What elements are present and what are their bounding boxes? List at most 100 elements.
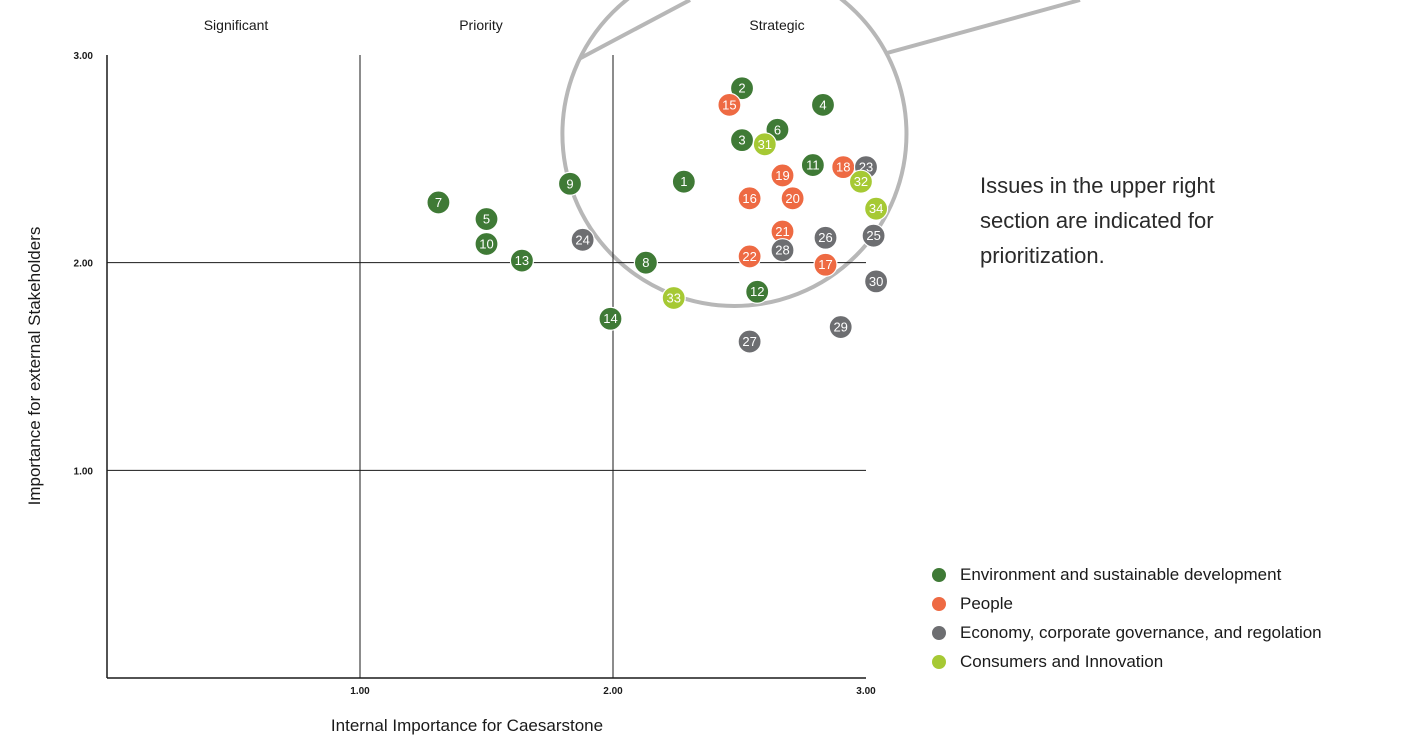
data-point-marker	[770, 163, 795, 188]
legend-label-environment: Environment and sustainable development	[960, 564, 1282, 584]
data-point-31: 31	[752, 132, 777, 157]
data-point-26: 26	[813, 225, 838, 250]
legend-item-environment: Environment and sustainable development	[932, 560, 1322, 589]
data-point-22: 22	[737, 244, 762, 269]
data-point-30: 30	[864, 269, 889, 294]
data-point-11: 11	[800, 152, 825, 178]
x-tick-label: 3.00	[856, 686, 876, 697]
data-point-marker	[864, 269, 889, 294]
data-point-21: 21	[770, 219, 795, 244]
data-point-4: 4	[810, 92, 836, 117]
data-point-15: 15	[717, 92, 742, 117]
data-point-27: 27	[737, 329, 762, 354]
quadrant-label-priority: Priority	[459, 17, 503, 33]
magnifier-connector-left	[578, 0, 691, 61]
data-point-label: 5	[483, 212, 490, 227]
data-point-3: 3	[729, 128, 755, 153]
data-point-label: 18	[836, 160, 850, 175]
y-tick-label: 1.00	[74, 466, 94, 477]
data-point-33: 33	[661, 285, 686, 311]
legend-swatch-economy	[932, 625, 946, 640]
y-tick-label: 2.00	[74, 259, 94, 270]
data-point-label: 29	[833, 320, 847, 335]
data-point-marker	[800, 152, 825, 178]
data-point-1: 1	[671, 169, 696, 194]
data-point-label: 24	[575, 232, 589, 247]
legend-swatch-environment	[932, 567, 946, 582]
data-point-marker	[737, 329, 762, 354]
legend-label-people: People	[960, 593, 1013, 613]
data-point-7: 7	[426, 190, 451, 215]
data-point-19: 19	[770, 163, 795, 188]
chart-legend: Environment and sustainable development …	[932, 560, 1322, 676]
data-point-marker	[745, 279, 770, 304]
data-point-label: 13	[515, 253, 529, 268]
data-point-marker	[737, 186, 762, 211]
data-point-label: 14	[603, 311, 617, 326]
data-point-marker	[737, 244, 762, 269]
data-point-label: 30	[869, 274, 883, 289]
data-point-marker	[770, 238, 795, 263]
data-point-marker	[752, 132, 777, 157]
data-point-label: 15	[722, 97, 736, 112]
data-point-8: 8	[633, 250, 658, 275]
data-point-label: 16	[742, 191, 756, 206]
data-point-marker	[813, 225, 838, 250]
data-point-label: 9	[566, 176, 573, 191]
data-point-label: 12	[750, 284, 764, 299]
data-point-marker	[661, 285, 686, 311]
data-point-marker	[474, 231, 499, 257]
data-point-29: 29	[828, 314, 853, 340]
x-tick-label: 1.00	[350, 686, 370, 697]
data-point-28: 28	[770, 238, 795, 263]
data-point-label: 25	[866, 228, 880, 243]
data-point-marker	[426, 190, 451, 215]
x-axis-title: Internal Importance for Caesarstone	[331, 716, 603, 735]
y-tick-label: 3.00	[74, 51, 94, 62]
data-point-label: 21	[775, 224, 789, 239]
data-point-13: 13	[509, 248, 535, 273]
data-point-label: 6	[774, 122, 781, 137]
data-point-label: 28	[775, 243, 789, 258]
data-point-34: 34	[864, 196, 889, 221]
data-point-24: 24	[570, 227, 595, 252]
data-point-marker	[729, 76, 755, 101]
data-point-17: 17	[813, 252, 838, 277]
data-point-marker	[717, 92, 742, 117]
legend-swatch-consumers	[932, 654, 946, 669]
data-point-5: 5	[474, 206, 499, 232]
x-tick-label: 2.00	[603, 686, 623, 697]
data-point-marker	[813, 252, 838, 277]
data-point-18: 18	[831, 155, 856, 180]
data-point-marker	[810, 92, 836, 117]
quadrant-label-significant: Significant	[204, 17, 269, 33]
data-point-marker	[671, 169, 696, 194]
data-point-label: 4	[819, 97, 826, 112]
quadrant-label-strategic: Strategic	[749, 17, 804, 33]
data-point-label: 31	[758, 137, 772, 152]
data-point-marker	[780, 186, 805, 211]
data-point-label: 19	[775, 168, 789, 183]
data-point-25: 25	[861, 223, 886, 248]
data-point-label: 22	[742, 249, 756, 264]
data-point-label: 1	[680, 174, 687, 189]
data-point-label: 17	[818, 257, 832, 272]
data-point-marker	[509, 248, 535, 273]
data-point-label: 7	[435, 195, 442, 210]
data-point-10: 10	[474, 231, 499, 257]
data-point-label: 2	[738, 81, 745, 96]
data-point-16: 16	[737, 186, 762, 211]
data-point-label: 10	[479, 236, 493, 251]
data-point-marker	[474, 206, 499, 232]
axes-layer	[106, 55, 866, 679]
grid-layer	[107, 55, 866, 678]
data-point-label: 27	[742, 334, 756, 349]
data-point-marker	[557, 171, 583, 196]
ticks-layer: 1.00 2.00 3.00 1.00 2.00 3.00	[74, 51, 877, 697]
data-point-marker	[828, 314, 853, 340]
quadrant-labels: Significant Priority Strategic	[204, 17, 805, 33]
highlight-layer	[560, 0, 1081, 308]
data-point-marker	[861, 223, 886, 248]
